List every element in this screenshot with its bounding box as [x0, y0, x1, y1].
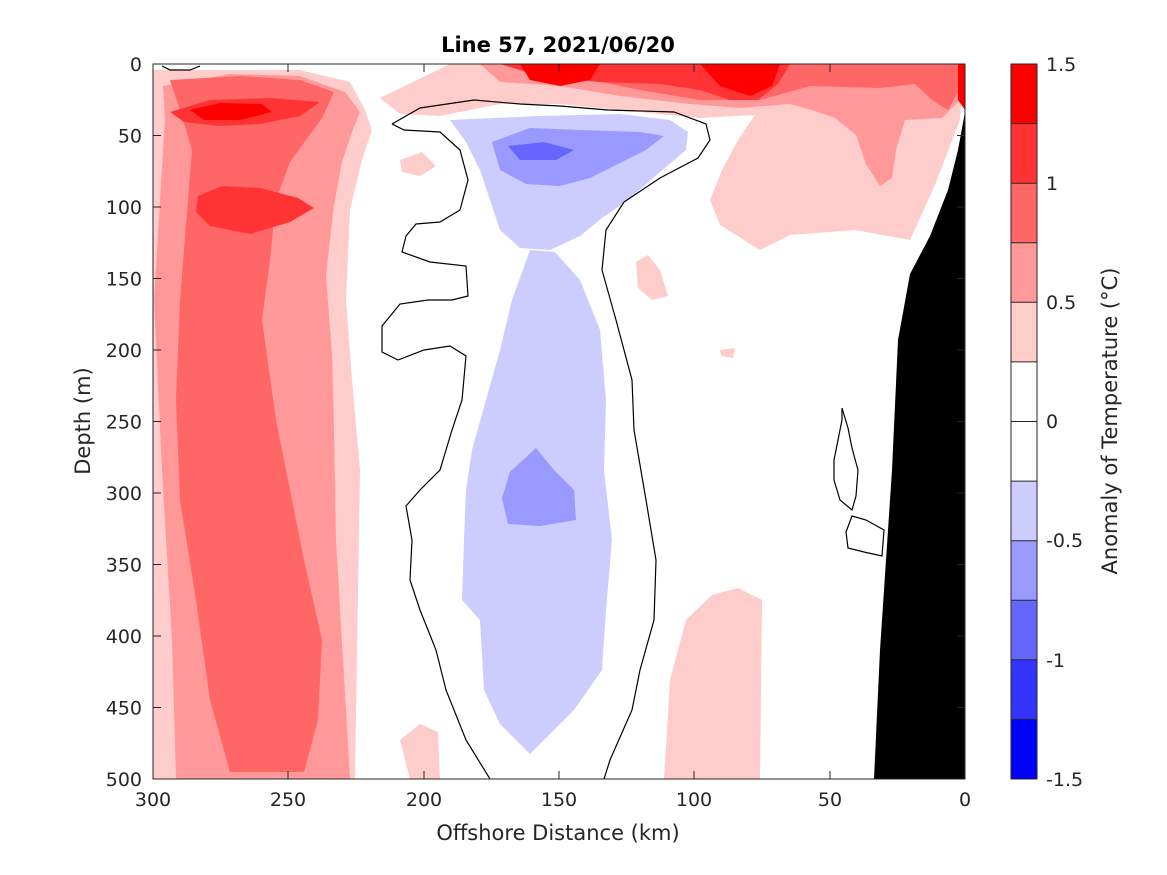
y-axis-ticks [153, 63, 965, 780]
colorbar-swatch [1011, 242, 1037, 303]
colorbar-tick-label: -1.5 [1046, 769, 1083, 791]
zero-contour-east-loop-a [833, 407, 859, 512]
colorbar-tick-label: 0 [1046, 411, 1058, 433]
warm-level-3-western-core [170, 76, 334, 772]
cold-level-2-lower [502, 448, 576, 526]
warm-level-1-patch-a [400, 724, 440, 779]
x-axis-label: Offshore Distance (km) [436, 821, 679, 845]
x-tick-labels: 300 250 200 150 100 50 0 [135, 789, 971, 811]
y-tick-label: 300 [106, 483, 142, 505]
colorbar-swatch [1011, 302, 1037, 362]
colorbar-swatch [1011, 659, 1037, 720]
y-tick-label: 450 [106, 698, 142, 720]
warm-level-5-coast [958, 64, 965, 110]
warm-level-1-patch-b [636, 255, 668, 300]
cold-level-2-upper [492, 128, 664, 186]
x-tick-label: 300 [135, 789, 171, 811]
colorbar-swatch [1011, 361, 1037, 422]
y-tick-label: 100 [106, 197, 142, 219]
y-tick-label: 400 [106, 626, 142, 648]
warm-level-1-patch-d [720, 348, 735, 358]
y-tick-label: 500 [106, 769, 142, 791]
chart-title: Line 57, 2021/06/20 [441, 33, 675, 57]
colorbar-swatch [1011, 719, 1037, 779]
colorbar-swatch [1011, 123, 1037, 184]
warm-level-5-surface-b [700, 64, 780, 96]
colorbar-swatch [1011, 64, 1037, 124]
warm-level-5-surface-a [520, 64, 600, 86]
colorbar [1011, 64, 1037, 779]
colorbar-tick-label: 0.5 [1046, 292, 1076, 314]
warm-level-4-core-lower [196, 186, 314, 234]
bathymetry-shelf [874, 112, 965, 779]
colorbar-tick-label: -0.5 [1046, 530, 1083, 552]
y-tick-labels: 0 50 100 150 200 250 300 350 400 450 500 [106, 54, 142, 791]
colorbar-label: Anomaly of Temperature (°C) [1098, 268, 1122, 575]
y-tick-label: 50 [118, 126, 142, 148]
y-tick-label: 250 [106, 412, 142, 434]
colorbar-swatch [1011, 481, 1037, 541]
warm-level-1-patch-c [400, 152, 436, 176]
x-tick-label: 0 [959, 789, 971, 811]
cold-level-3-core [508, 142, 574, 160]
x-tick-label: 250 [270, 789, 306, 811]
x-tick-label: 100 [676, 789, 712, 811]
warm-level-2-surface-east [480, 64, 965, 186]
x-axis-ticks [152, 64, 966, 779]
colorbar-swatch [1011, 600, 1037, 660]
zero-contour-east-loop-b [845, 515, 885, 557]
zero-contour-surface-patch [161, 65, 201, 71]
y-tick-label: 200 [106, 340, 142, 362]
warm-level-5-core [190, 103, 272, 120]
colorbar-swatch [1011, 183, 1037, 243]
zero-contour-main [391, 99, 711, 779]
colorbar-tick-labels: 1.5 1 0.5 0 -0.5 -1 -1.5 [1046, 54, 1083, 791]
colorbar-tick-label: -1 [1046, 650, 1065, 672]
colorbar-swatch [1011, 421, 1037, 482]
plot-area [153, 64, 965, 779]
y-tick-label: 350 [106, 555, 142, 577]
colorbar-tick-label: 1.5 [1046, 54, 1076, 76]
colorbar-tick-label: 1 [1046, 173, 1058, 195]
colorbar-swatch [1011, 540, 1037, 601]
y-axis-label: Depth (m) [71, 367, 95, 474]
warm-level-1-east-column [664, 588, 762, 779]
x-tick-label: 150 [541, 789, 577, 811]
x-tick-label: 50 [818, 789, 842, 811]
x-tick-label: 200 [406, 789, 442, 811]
colorbar-tick-marks [1011, 123, 1037, 720]
y-tick-label: 150 [106, 269, 142, 291]
zero-contour-inner [381, 123, 491, 779]
y-tick-label: 0 [130, 54, 142, 76]
